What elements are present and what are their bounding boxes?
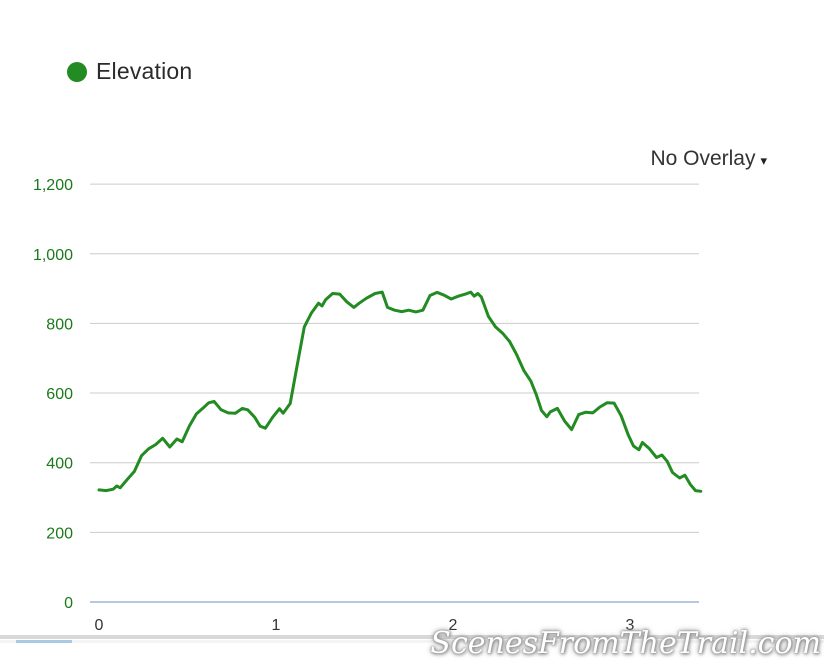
elevation-line (97, 290, 703, 493)
x-axis-tick-label: 2 (449, 617, 458, 634)
legend-marker-icon (67, 61, 87, 82)
watermark: ScenesFromTheTrail.com (430, 626, 821, 661)
y-axis-tick-label: 0 (64, 595, 73, 612)
y-axis-tick-label: 600 (46, 386, 73, 403)
bottom-divider (0, 635, 824, 639)
legend-label: Elevation (96, 58, 193, 84)
chevron-down-icon: ▾ (760, 152, 767, 168)
horizontal-scrollbar-thumb[interactable] (16, 640, 72, 643)
legend-item-elevation[interactable]: Elevation (67, 58, 192, 85)
y-axis-tick-label: 400 (46, 456, 73, 473)
y-axis-tick-label: 200 (46, 525, 73, 542)
x-axis-tick-label: 0 (95, 617, 104, 634)
horizontal-scrollbar-track[interactable] (0, 640, 824, 643)
x-axis-tick-label: 1 (272, 617, 281, 634)
overlay-dropdown[interactable]: No Overlay ▾ (650, 147, 767, 171)
y-axis-tick-label: 1,000 (33, 247, 73, 264)
y-axis-tick-label: 1,200 (33, 177, 73, 194)
overlay-dropdown-label: No Overlay (650, 147, 756, 170)
y-axis-tick-label: 800 (46, 316, 73, 333)
x-axis-tick-label: 3 (626, 617, 635, 634)
